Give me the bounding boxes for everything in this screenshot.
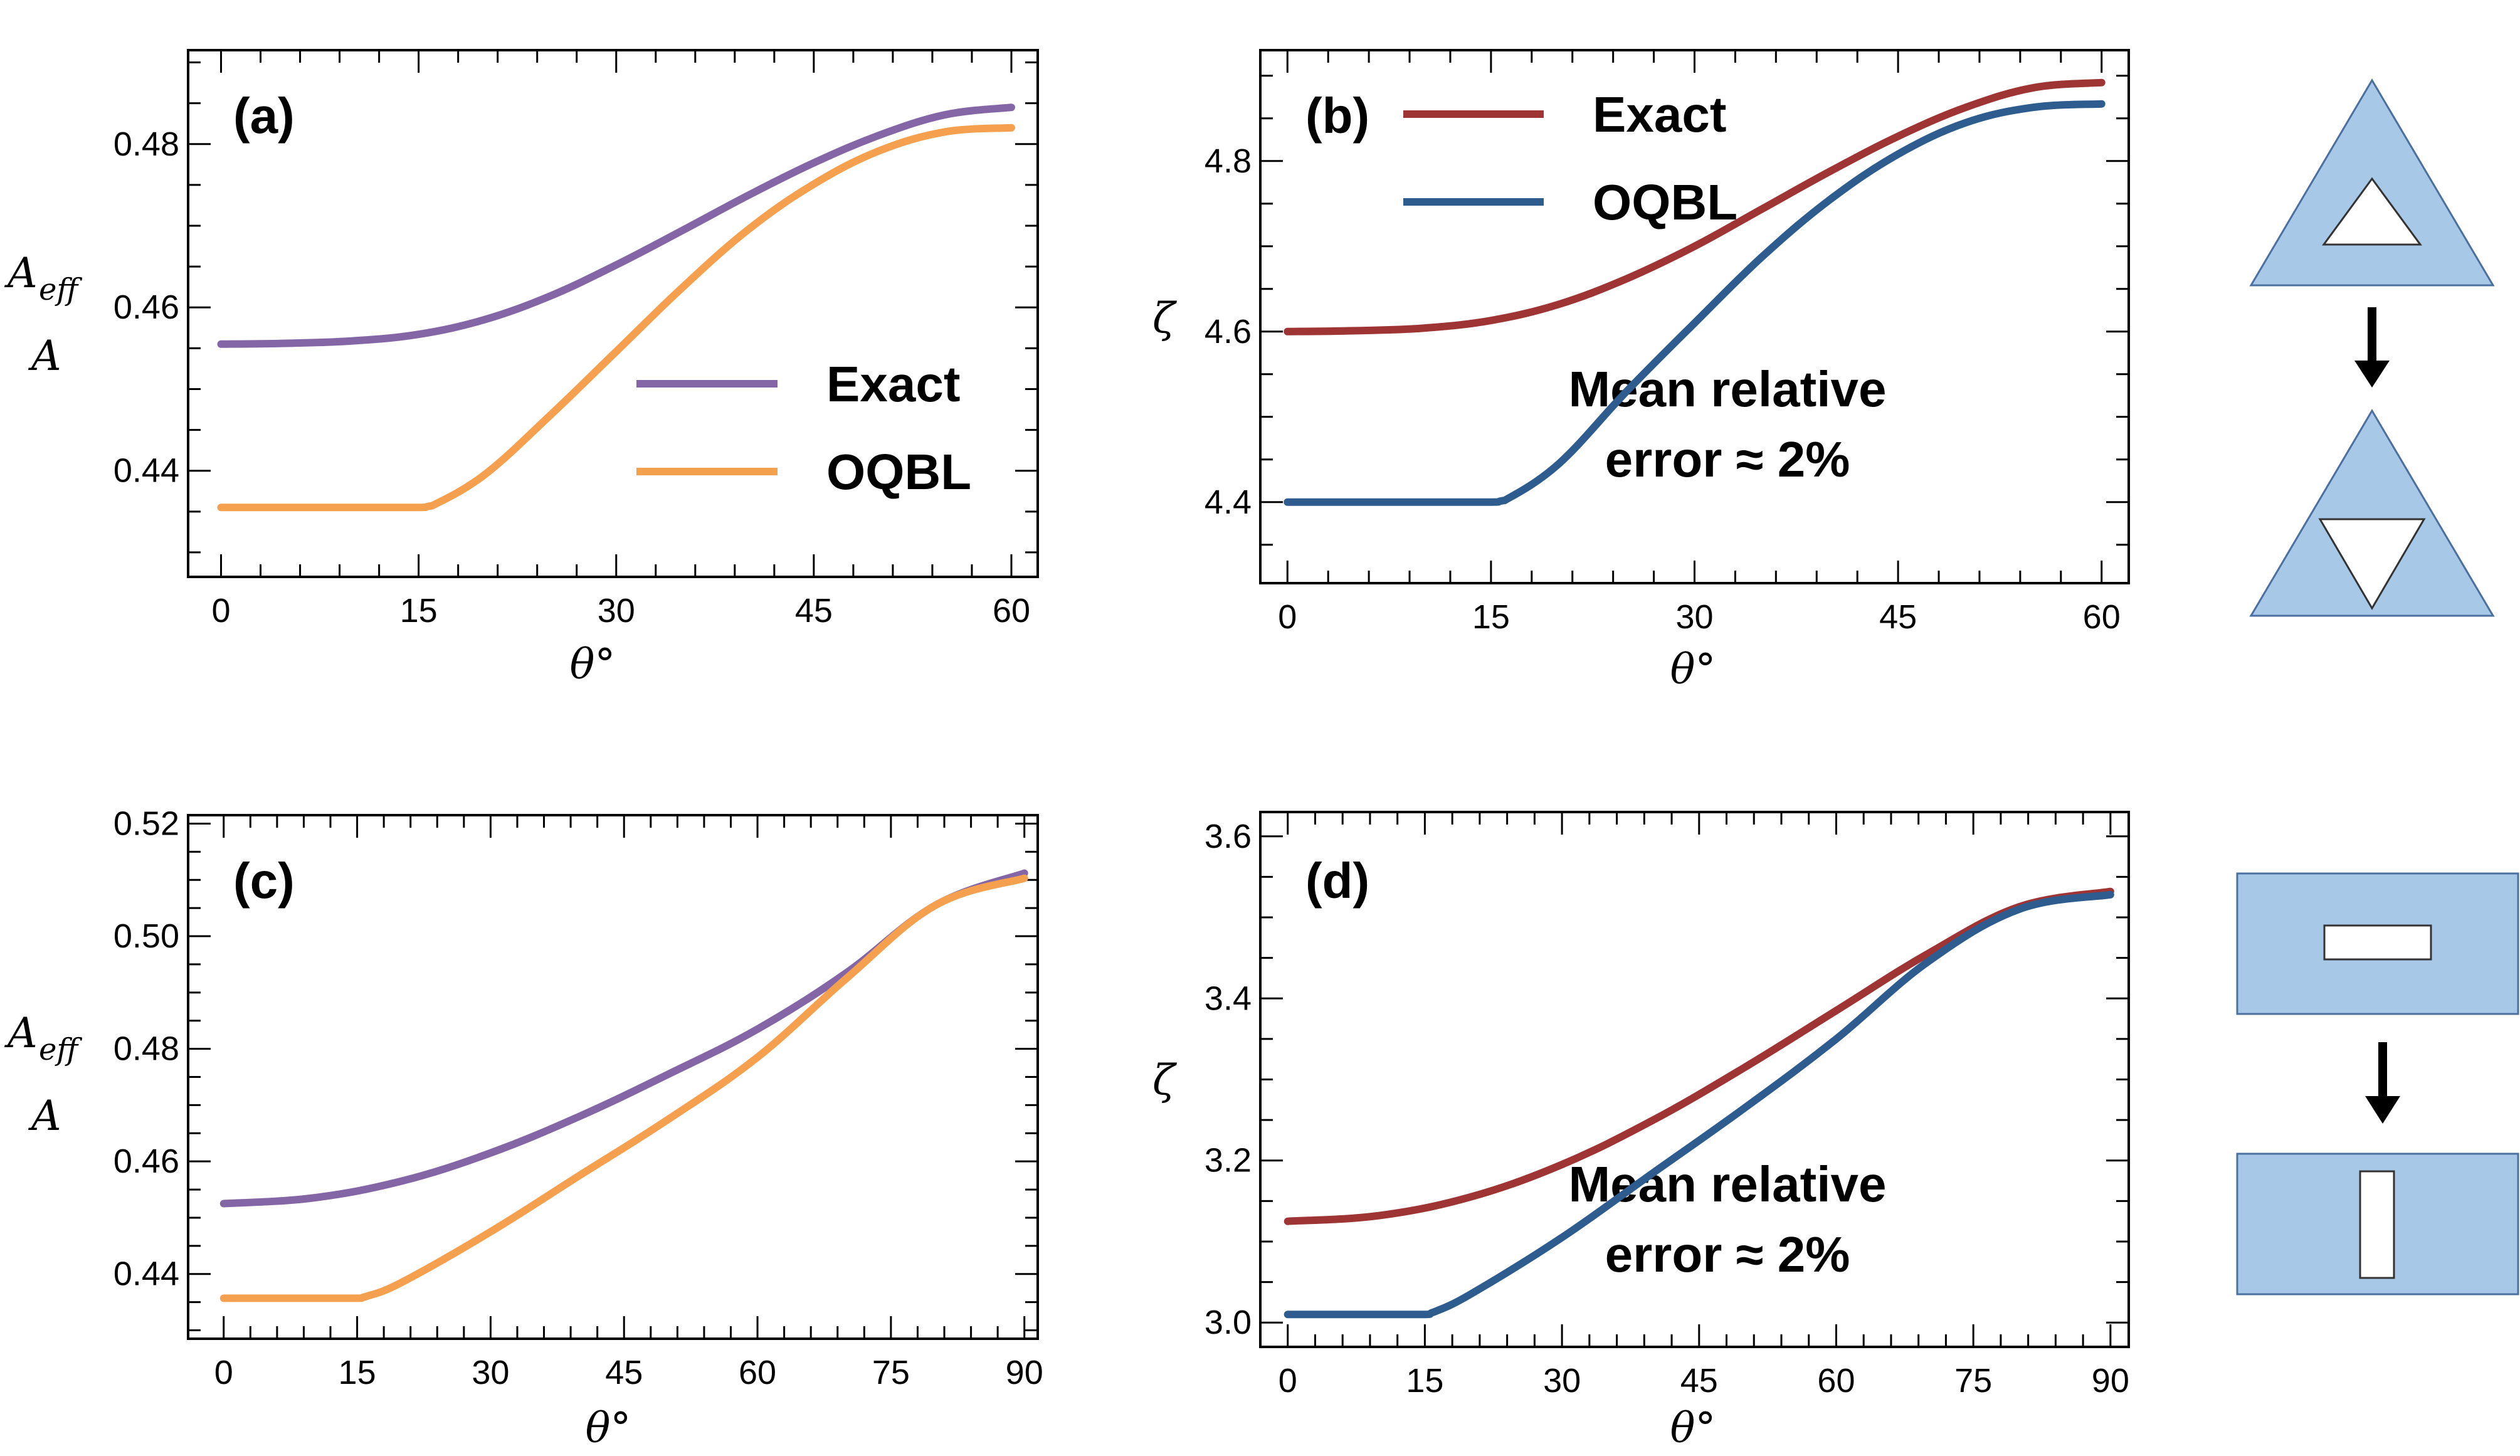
x-tick-label-a: 45 [795,592,833,630]
plot-frame-c [187,814,1039,1340]
panel-label-a: (a) [233,88,295,144]
x-tick-label-c: 45 [605,1354,643,1391]
x-tick-label-b: 60 [2083,598,2121,636]
annotation-line2-b: error ≈ 2% [1605,431,1850,487]
x-axis-label-d: θ° [1670,1404,1716,1452]
x-tick-label-c: 90 [1006,1354,1043,1391]
legend-oqbl-a: OQBL [826,444,971,500]
x-tick-label-a: 0 [211,592,230,630]
panel-c: (c) θ° A eff A [4,853,631,1452]
series-exact-a [217,103,1015,348]
annotation-line1-d: Mean relative [1569,1156,1887,1212]
panel-d: (d) Mean relative error ≈ 2% θ° ζ [1152,853,1886,1452]
x-tick-label-a: 60 [993,592,1030,630]
y-label-sub-a: eff [39,272,82,307]
panel-label-d: (d) [1305,853,1369,909]
y-tick-label-c: 0.44 [113,1255,179,1293]
rectangle-with-vertical-slot-icon [2236,1153,2519,1295]
y-tick-label-d: 3.2 [1205,1142,1252,1179]
series-oqbl-d [1284,890,2114,1319]
x-axis-label-c: θ° [586,1404,631,1452]
y-tick-label-b: 4.6 [1205,313,1252,351]
series-exact-b [1284,78,2106,335]
shape-schematics [2236,78,2519,1295]
y-tick-label-c: 0.46 [113,1142,179,1180]
y-tick-label-d: 3.0 [1205,1304,1252,1341]
x-tick-label-b: 15 [1472,598,1510,636]
y-tick-label-c: 0.50 [113,917,179,955]
y-tick-label-a: 0.46 [113,288,179,326]
y-tick-label-a: 0.44 [113,452,179,490]
down-arrow-icon [2354,307,2390,388]
x-tick-label-c: 75 [872,1354,910,1391]
x-tick-label-c: 15 [339,1354,376,1391]
legend-exact-b: Exact [1593,87,1726,142]
x-tick-label-c: 0 [214,1354,233,1391]
panel-a: (a) Exact OQBL θ° A eff A [4,88,971,688]
y-tick-label-b: 4.8 [1205,142,1252,180]
y-tick-label-d: 3.6 [1205,818,1252,855]
panel-label-b: (b) [1305,88,1369,144]
rectangle-with-horizontal-slot-icon [2236,872,2519,1015]
x-tick-label-c: 30 [472,1354,509,1391]
plot-c: 0 15 30 45 60 75 90 0.44 0.46 0.48 0.50 0.52 [113,804,1043,1391]
y-label-bottom-c: A [28,1092,61,1140]
y-label-top-a: A [4,249,38,297]
x-tick-label-b: 45 [1879,598,1917,636]
plot-a: 0 15 30 45 60 0.44 0.46 0.48 [113,49,1039,630]
y-tick-label-b: 4.4 [1205,483,1252,521]
y-axis-label-b: ζ [1152,294,1178,342]
x-tick-label-c: 60 [739,1354,776,1391]
x-tick-label-a: 15 [400,592,438,630]
y-label-top-c: A [4,1009,38,1057]
y-tick-label-d: 3.4 [1205,979,1252,1017]
y-axis-label-a: A eff A [4,249,82,380]
x-tick-label-d: 75 [1954,1362,1992,1400]
x-axis-label-a: θ° [570,640,616,688]
series-oqbl-a [217,124,1015,512]
y-tick-label-a: 0.48 [113,125,179,163]
series-oqbl-b [1284,100,2106,506]
legend-oqbl-b: OQBL [1593,174,1737,230]
legend-exact-a: Exact [826,356,960,412]
x-tick-label-d: 90 [2092,1362,2129,1400]
triangle-with-inverted-hole-icon [2249,409,2495,617]
annotation-line2-d: error ≈ 2% [1605,1227,1850,1282]
x-tick-label-d: 60 [1817,1362,1855,1400]
plot-layer: 0 15 30 45 600.440.460.480 15 30 45 604.44.64.80… [113,49,2130,1400]
plot-frame-a [187,49,1039,578]
x-tick-label-d: 0 [1278,1362,1297,1400]
x-tick-label-d: 45 [1680,1362,1718,1400]
down-arrow-icon [2365,1042,2400,1124]
y-label-bottom-a: A [28,332,61,380]
plot-d: 0 15 30 45 60 75 90 3.0 3.2 3.4 3.6 [1205,811,2130,1400]
x-axis-label-b: θ° [1670,645,1716,694]
series-oqbl-c [219,874,1028,1302]
panel-label-c: (c) [233,853,295,909]
triangle-with-triangular-hole-icon [2249,78,2495,287]
y-tick-label-c: 0.52 [113,804,179,842]
y-axis-label-d: ζ [1152,1056,1178,1104]
panel-b: (b) Exact OQBL Mean relative error ≈ 2% … [1152,87,1886,694]
annotation-line1-b: Mean relative [1569,361,1887,417]
y-tick-label-c: 0.48 [113,1030,179,1068]
x-tick-label-b: 0 [1278,598,1297,636]
x-tick-label-b: 30 [1675,598,1713,636]
y-label-sub-c: eff [39,1032,82,1067]
y-axis-label-c: A eff A [4,1009,82,1140]
x-tick-label-d: 30 [1543,1362,1581,1400]
x-tick-label-d: 15 [1406,1362,1443,1400]
x-tick-label-a: 30 [598,592,635,630]
plot-b: 0 15 30 45 60 4.4 4.6 4.8 [1205,49,2130,636]
